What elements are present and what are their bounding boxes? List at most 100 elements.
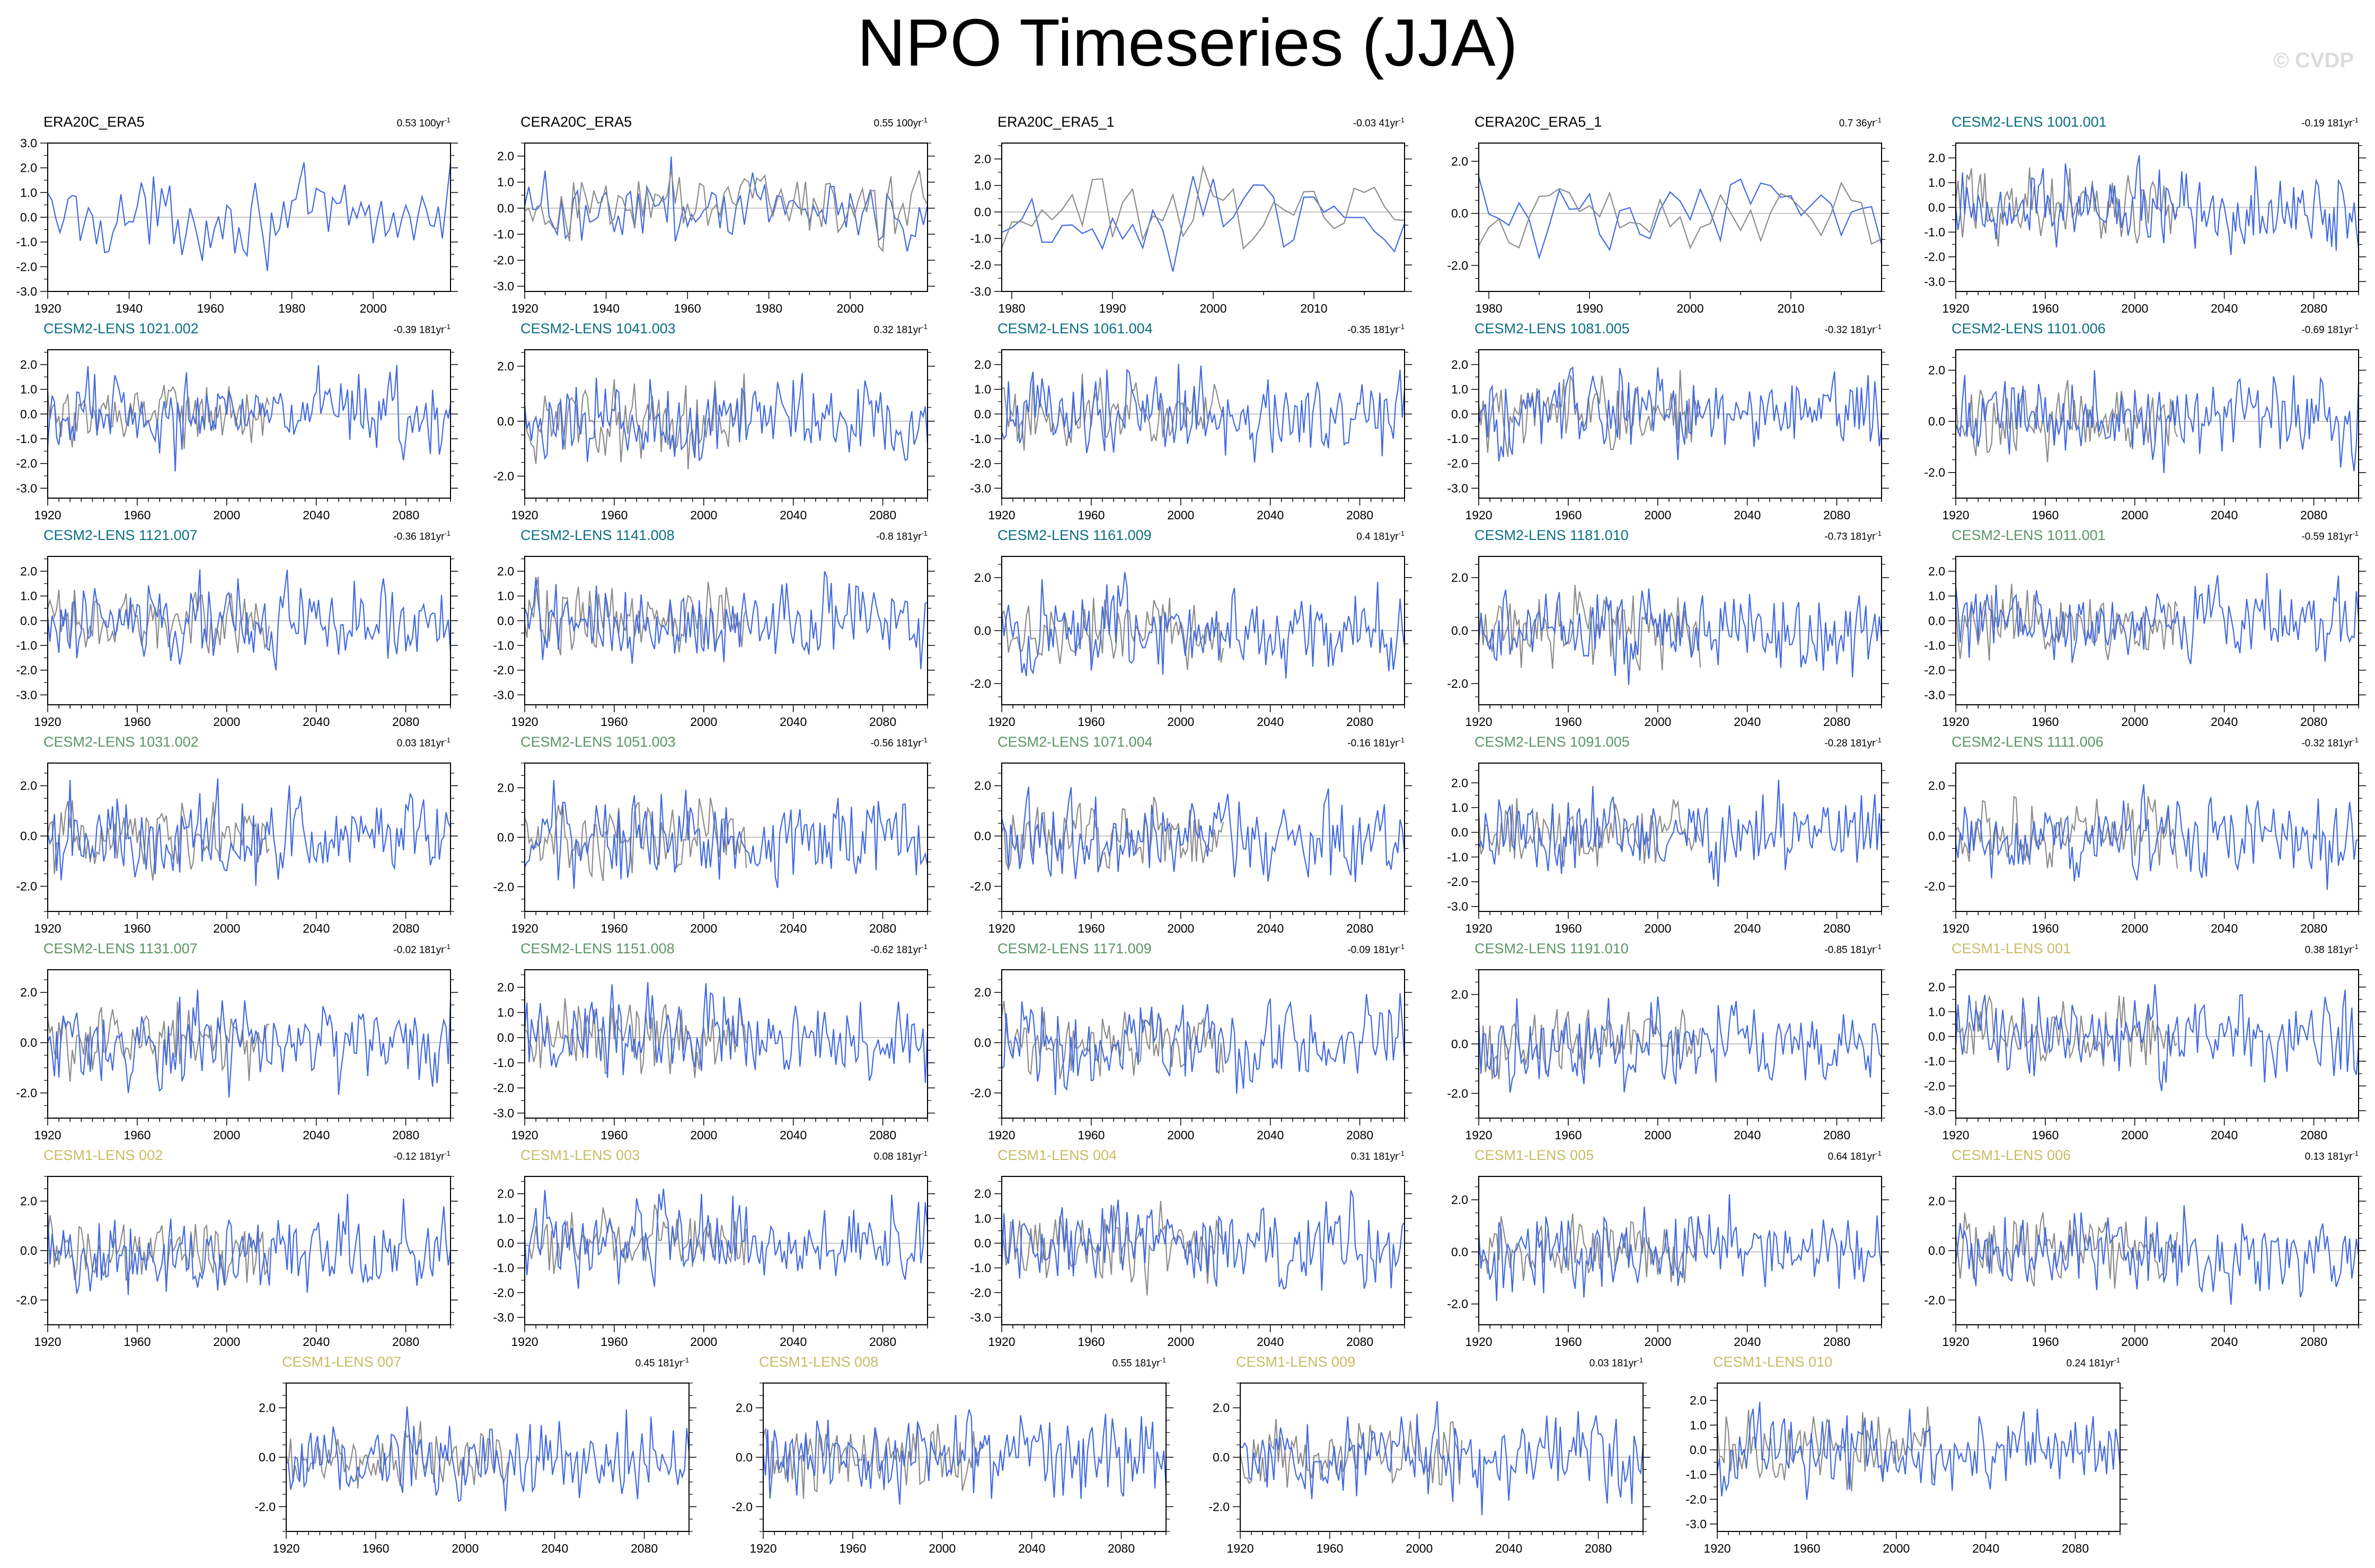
trend-value: -0.59 181yr — [2301, 531, 2353, 543]
y-tick-label: 0.0 — [20, 210, 37, 224]
panel-title: CESM2-LENS 1071.004 — [997, 734, 1153, 750]
y-tick-label: -2.0 — [1447, 1297, 1468, 1311]
y-tick-label: -2.0 — [970, 880, 991, 893]
timeseries-panel: CESM2-LENS 1161.009 0.4 181yr-1 1920 1960 20… — [954, 527, 1415, 739]
timeseries-panel: ERA20C_ERA5 0.53 100yr-1 1920 1940 1960 1980 2… — [0, 114, 461, 326]
x-tick-label: 2040 — [541, 1542, 568, 1555]
timeseries-plot: 1920 1940 1960 1980 2000 2.0 1.0 0.0 -1.0 -2.0 -3.… — [493, 143, 935, 315]
timeseries-plot: 1920 1960 2000 2040 2080 2.0 1.0 0.0 -1.0 -2.0 -3.… — [1447, 349, 1889, 522]
timeseries-plot: 1920 1960 2000 2040 2080 2.0 1.0 0.0 -1.0 -2.0 -3.… — [493, 969, 935, 1142]
trend-value: -0.56 181yr — [870, 738, 922, 749]
x-tick-label: 1920 — [34, 302, 61, 315]
y-tick-label: 2.0 — [974, 358, 991, 371]
trend-label: -0.09 181yr-1 — [1347, 943, 1405, 956]
model-series-line — [286, 1406, 690, 1511]
timeseries-panel: CESM2-LENS 1081.005 -0.32 181yr-1 1920 1960… — [1431, 321, 1892, 533]
timeseries-plot: 1920 1960 2000 2040 2080 2.0 0.0 -2.0 — [1924, 763, 2366, 935]
y-tick-label: -3.0 — [1924, 274, 1945, 288]
timeseries-panel: CESM2-LENS 1001.001 -0.19 181yr-1 1920 1960… — [1908, 114, 2369, 326]
y-tick-label: 2.0 — [20, 358, 37, 371]
y-tick-label: -2.0 — [16, 260, 37, 273]
model-series-line — [47, 778, 451, 886]
x-tick-label: 2040 — [303, 508, 330, 522]
observed-series-line — [1955, 583, 2178, 661]
trend-unit-exponent: -1 — [1875, 323, 1882, 331]
panel-title: CESM1-LENS 010 — [1713, 1354, 1833, 1370]
y-tick-label: -1.0 — [16, 235, 37, 249]
x-tick-label: 1920 — [1942, 1128, 1969, 1142]
y-tick-label: 1.0 — [974, 383, 991, 396]
y-tick-label: 0.0 — [497, 201, 514, 215]
x-tick-label: 1960 — [123, 715, 151, 729]
x-tick-label: 2000 — [1883, 1542, 1910, 1555]
timeseries-plot: 1920 1960 2000 2040 2080 2.0 0.0 -2.0 — [1924, 1176, 2366, 1349]
trend-unit-exponent: -1 — [2352, 1149, 2359, 1157]
x-tick-label: 2080 — [1346, 1128, 1373, 1142]
model-series-line — [524, 156, 929, 252]
trend-value: 0.38 181yr — [2305, 944, 2353, 956]
panel-title: CESM2-LENS 1181.010 — [1475, 527, 1629, 543]
panel-title: CESM2-LENS 1061.004 — [997, 321, 1153, 336]
x-tick-label: 1920 — [1942, 302, 1969, 315]
trend-label: -0.03 41yr-1 — [1353, 116, 1405, 129]
timeseries-plot: 1920 1960 2000 2040 2080 2.0 0.0 -2.0 — [254, 1383, 696, 1555]
x-tick-label: 2080 — [392, 508, 419, 522]
observed-series-line — [524, 577, 747, 655]
trend-unit-exponent: -1 — [2352, 323, 2359, 331]
model-series-line — [1240, 1401, 1644, 1516]
timeseries-panel: ERA20C_ERA5_1 -0.03 41yr-1 1980 1990 2000 201… — [954, 114, 1415, 326]
trend-label: -0.85 181yr-1 — [1824, 943, 1882, 956]
observed-series-line — [1478, 584, 1701, 671]
plot-frame — [1955, 143, 2359, 292]
trend-unit-exponent: -1 — [444, 736, 451, 744]
y-tick-label: -2.0 — [970, 1286, 991, 1299]
y-tick-label: -3.0 — [16, 688, 37, 702]
x-tick-label: 2040 — [303, 715, 330, 729]
y-tick-label: 0.0 — [1451, 1245, 1468, 1259]
y-tick-label: 0.0 — [20, 1036, 37, 1050]
y-tick-label: -2.0 — [1447, 677, 1468, 690]
y-tick-label: 1.0 — [1928, 176, 1945, 190]
y-tick-label: -1.0 — [970, 432, 991, 446]
panel-title: CESM2-LENS 1041.003 — [520, 321, 676, 336]
observed-series-line — [524, 998, 747, 1078]
y-tick-label: 2.0 — [1451, 776, 1468, 790]
x-tick-label: 1960 — [601, 508, 628, 522]
y-tick-label: -3.0 — [16, 285, 37, 298]
trend-unit-exponent: -1 — [921, 736, 928, 744]
panel-title: CESM2-LENS 1141.008 — [520, 527, 675, 543]
x-tick-label: 1960 — [123, 1128, 151, 1142]
y-tick-label: 3.0 — [20, 136, 37, 150]
x-tick-label: 2040 — [2211, 1128, 2238, 1142]
x-tick-label: 1920 — [1942, 715, 1969, 729]
observed-series-line — [47, 800, 270, 881]
x-tick-label: 2080 — [392, 1128, 419, 1142]
x-tick-label: 2040 — [1734, 508, 1761, 522]
y-tick-label: -2.0 — [970, 258, 991, 272]
x-tick-label: 1960 — [1555, 1128, 1582, 1142]
x-tick-label: 2040 — [1257, 1128, 1284, 1142]
timeseries-plot: 1920 1960 2000 2040 2080 2.0 0.0 -2.0 — [16, 969, 458, 1142]
trend-value: 0.64 181yr — [1827, 1151, 1876, 1163]
y-tick-label: 2.0 — [497, 781, 514, 795]
x-tick-label: 2080 — [2300, 508, 2327, 522]
y-tick-label: 0.0 — [1451, 1037, 1468, 1051]
trend-value: -0.35 181yr — [1347, 324, 1399, 336]
x-tick-label: 2000 — [213, 1335, 240, 1349]
x-tick-label: 2080 — [392, 715, 419, 729]
x-tick-label: 1960 — [1793, 1542, 1820, 1555]
x-tick-label: 1990 — [1576, 302, 1603, 315]
x-tick-label: 1960 — [839, 1542, 866, 1555]
timeseries-plot: 1920 1960 2000 2040 2080 2.0 0.0 -2.0 — [1208, 1383, 1650, 1555]
x-tick-label: 2010 — [1777, 302, 1804, 315]
x-tick-label: 2040 — [1257, 715, 1284, 729]
x-tick-label: 1920 — [1703, 1542, 1731, 1555]
panel-title: CESM2-LENS 1031.002 — [43, 734, 199, 750]
trend-unit-exponent: -1 — [921, 323, 928, 331]
y-tick-label: 0.0 — [736, 1450, 753, 1464]
y-tick-label: 2.0 — [1690, 1394, 1707, 1407]
y-tick-label: -2.0 — [16, 1293, 37, 1307]
timeseries-plot: 1920 1960 2000 2040 2080 2.0 0.0 -2.0 — [493, 763, 935, 935]
trend-value: -0.19 181yr — [2301, 118, 2353, 129]
x-tick-label: 2080 — [1108, 1542, 1135, 1555]
